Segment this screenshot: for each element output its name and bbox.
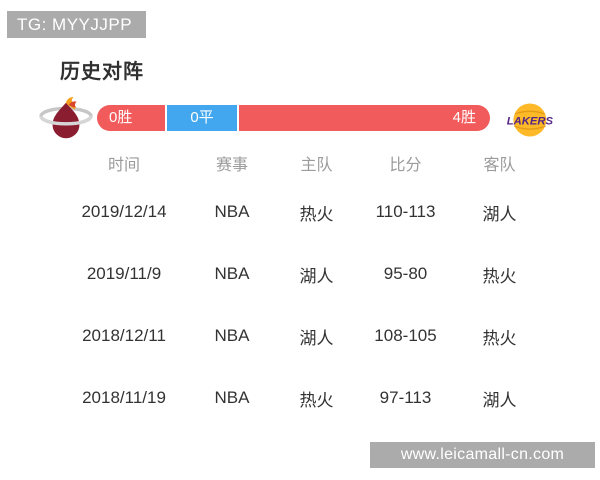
cell-away-team: 湖人 [482,390,517,410]
cell-time: 2018/11/19 [82,388,166,407]
cell-competition: NBA [214,326,250,345]
column-header-competition: 赛事 [215,157,248,174]
cell-home-team: 湖人 [299,266,334,286]
head-to-head-bar: 0胜 0平 4胜 [97,105,490,131]
draws-segment: 0平 [167,105,237,131]
cell-away-team: 热火 [482,266,517,286]
column-header-time: 时间 [107,157,140,174]
cell-away-team: 湖人 [482,204,517,224]
cell-score: 95-80 [383,264,428,283]
lakers-logo-icon: LAKERS [507,103,554,137]
site-watermark: www.leicamall-cn.com [370,442,595,468]
cell-home-team: 湖人 [299,328,334,348]
cell-competition: NBA [214,202,250,221]
head-to-head-row: 0胜 0平 4胜 LAKERS [0,96,600,144]
cell-time: 2018/12/11 [82,326,166,345]
home-wins-segment: 0胜 [97,105,165,131]
table-row: 2019/12/14 NBA 热火 110-113 湖人 [60,181,545,243]
column-header-home: 主队 [300,157,333,174]
away-wins-segment: 4胜 [239,105,490,131]
cell-away-team: 热火 [482,328,517,348]
cell-home-team: 热火 [299,390,334,410]
lakers-logo-text: LAKERS [507,115,554,127]
section-title: 历史对阵 [60,61,144,83]
cell-score: 110-113 [375,202,436,221]
cell-time: 2019/11/9 [86,264,162,283]
cell-competition: NBA [214,388,250,407]
table-header-row: 时间 赛事 主队 比分 客队 [60,145,545,181]
heat-logo-icon [39,96,93,139]
h2h-table: 时间 赛事 主队 比分 客队 2019/12/14 NBA 热火 110-113… [60,145,545,429]
cell-time: 2019/12/14 [81,202,167,221]
table-row: 2019/11/9 NBA 湖人 95-80 热火 [60,243,545,305]
cell-score: 108-105 [374,326,437,345]
column-header-away: 客队 [483,157,516,174]
tg-watermark-badge: TG: MYYJJPP [7,11,147,38]
cell-score: 97-113 [379,388,432,407]
table-row: 2018/11/19 NBA 热火 97-113 湖人 [60,367,545,429]
column-header-score: 比分 [389,157,422,174]
cell-home-team: 热火 [299,204,334,224]
table-row: 2018/12/11 NBA 湖人 108-105 热火 [60,305,545,367]
cell-competition: NBA [214,264,250,283]
